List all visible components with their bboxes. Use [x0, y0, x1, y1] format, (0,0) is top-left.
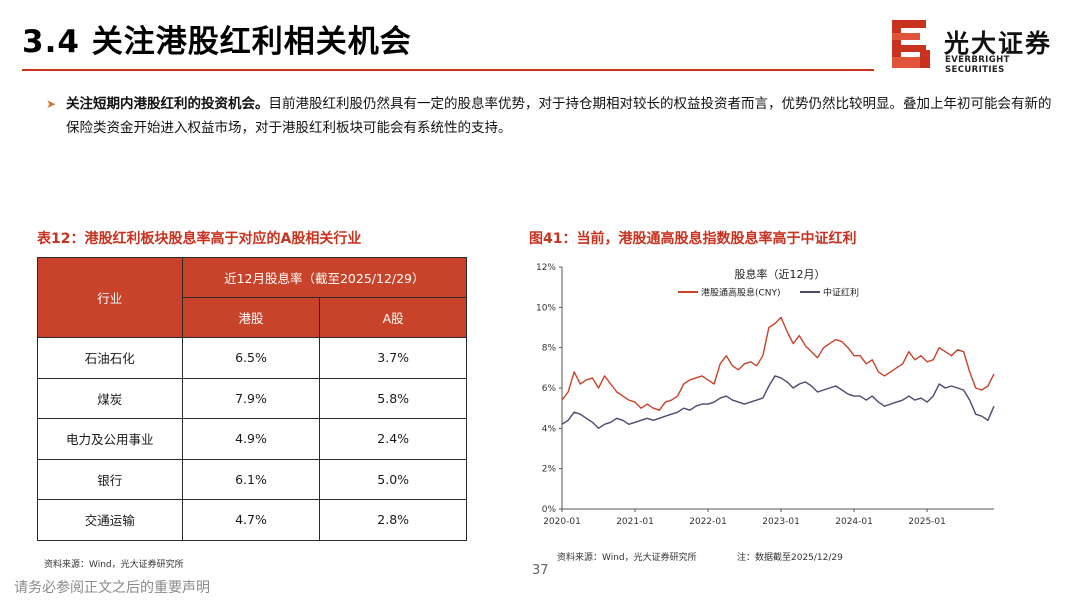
header-yield-group: 近12月股息率（截至2025/12/29） [181, 257, 468, 298]
figure-source: 资料来源：Wind，光大证券研究所 [557, 553, 697, 563]
brand-name-cn: 光大证券 [944, 29, 1053, 58]
chart-title: 股息率（近12月） [735, 267, 826, 281]
figure-caption: 图41：当前，港股通高股息指数股息率高于中证红利 [529, 231, 857, 247]
cell-a: 3.7% [319, 337, 467, 379]
everbright-logo-icon [892, 20, 930, 68]
cell-industry: 煤炭 [37, 377, 183, 419]
dividend-yield-table: 行业 近12月股息率（截至2025/12/29） 港股 A股 石油石化 6.5%… [37, 257, 468, 541]
cell-hk: 6.5% [181, 337, 321, 379]
cell-hk: 6.1% [181, 458, 321, 500]
page-title: 3.4 关注港股红利相关机会 [22, 24, 412, 60]
y-tick-label: 4% [542, 424, 557, 434]
legend-label-0: 港股通高股息(CNY) [701, 287, 781, 299]
table-row: 银行 6.1% 5.0% [37, 458, 467, 500]
cell-a: 2.4% [319, 418, 467, 460]
header-hk: 港股 [181, 297, 321, 338]
bullet-arrow-icon: ➤ [46, 97, 57, 111]
table-row: 煤炭 7.9% 5.8% [37, 377, 467, 419]
cell-hk: 4.7% [181, 499, 321, 541]
x-tick-label: 2022-01 [689, 517, 727, 527]
cell-hk: 7.9% [181, 377, 321, 419]
table-row: 石油石化 6.5% 3.7% [37, 337, 467, 379]
x-tick-label: 2024-01 [835, 517, 873, 527]
figure-note: 注：数据截至2025/12/29 [737, 553, 843, 563]
y-tick-label: 12% [536, 263, 556, 273]
legend-label-1: 中证红利 [823, 287, 859, 299]
title-divider [22, 69, 874, 71]
dividend-yield-line-chart: 0% 2% 4% 6% 8% 10% 12% 2020-01 2021-01 2022-01 202… [536, 263, 995, 527]
x-tick-label: 2021-01 [616, 517, 654, 527]
cell-a: 5.0% [319, 458, 467, 500]
header-industry: 行业 [37, 257, 183, 338]
page-number: 37 [532, 563, 549, 578]
cell-a: 2.8% [319, 499, 467, 541]
y-tick-label: 8% [542, 344, 557, 354]
header-a-share: A股 [319, 297, 467, 338]
x-tick-label: 2023-01 [762, 517, 800, 527]
y-tick-label: 10% [536, 303, 556, 313]
table-source: 资料来源：Wind，光大证券研究所 [44, 560, 184, 570]
cell-industry: 石油石化 [37, 337, 183, 379]
summary-lead: 关注短期内港股红利的投资机会。 [66, 96, 269, 112]
brand-logo: 光大证券 EVERBRIGHT SECURITIES [892, 20, 1064, 75]
x-tick-label: 2025-01 [908, 517, 946, 527]
x-tick-label: 2020-01 [543, 517, 581, 527]
disclaimer-text: 请务必参阅正文之后的重要声明 [14, 580, 210, 596]
cell-a: 5.8% [319, 377, 467, 419]
cell-hk: 4.9% [181, 418, 321, 460]
y-tick-label: 6% [542, 384, 557, 394]
series-line-1 [561, 375, 995, 430]
cell-industry: 电力及公用事业 [37, 418, 183, 460]
cell-industry: 交通运输 [37, 499, 183, 541]
series-line-0 [561, 316, 995, 411]
summary-text-block: 关注短期内港股红利的投资机会。目前港股红利股仍然具有一定的股息率优势，对于持仓期… [66, 92, 1056, 140]
cell-industry: 银行 [37, 458, 183, 500]
table-row: 电力及公用事业 4.9% 2.4% [37, 418, 467, 460]
y-tick-label: 0% [542, 505, 557, 515]
table-caption: 表12：港股红利板块股息率高于对应的A股相关行业 [37, 231, 362, 247]
table-row: 交通运输 4.7% 2.8% [37, 499, 467, 541]
summary-body: 目前港股红利股仍然具有一定的股息率优势，对于持仓期相对较长的权益投资者而言，优势… [66, 96, 1052, 136]
brand-name-en: EVERBRIGHT SECURITIES [945, 55, 1010, 75]
y-tick-label: 2% [542, 465, 557, 475]
